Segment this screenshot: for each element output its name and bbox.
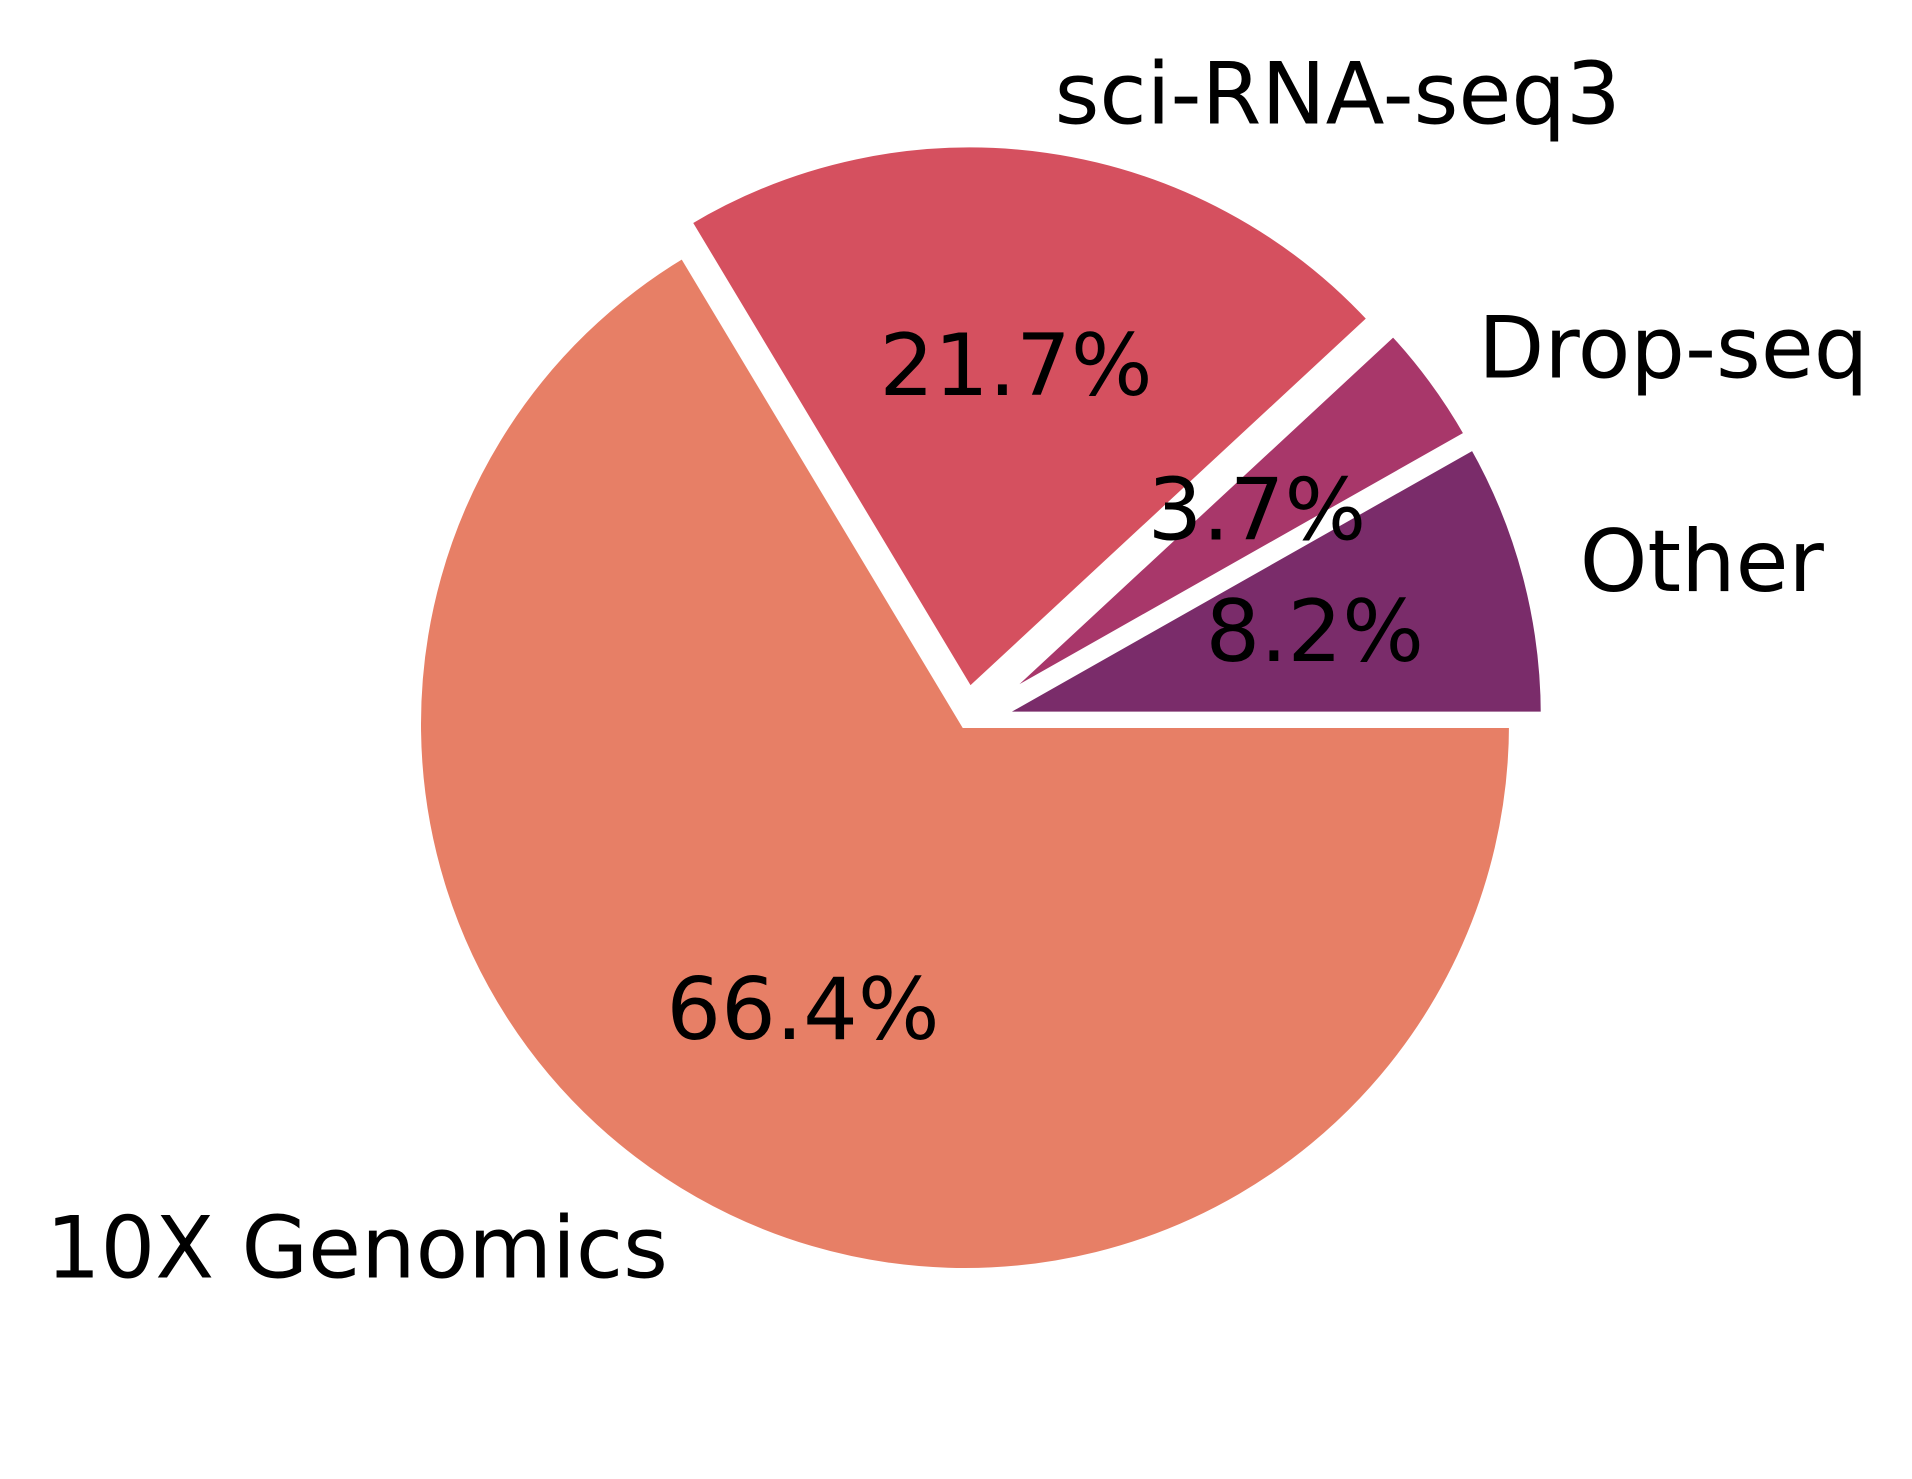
pie-category-label: sci-RNA-seq3 — [1055, 45, 1621, 145]
pie-slices — [413, 139, 1549, 1276]
pie-category-label: 10X Genomics — [46, 1199, 668, 1299]
pie-slice-other — [981, 440, 1549, 720]
pie-category-label: Drop-seq — [1478, 299, 1868, 399]
pie-slice-sci-rna-seq3 — [682, 139, 1378, 698]
pie-labels: 66.4% 10X Genomics 21.7% sci-RNA-seq3 3.7% Dr… — [46, 45, 1868, 1299]
pie-pct-label: 66.4% — [666, 960, 939, 1060]
pie-pct-label: 8.2% — [1205, 582, 1424, 682]
pie-slice-10x-genomics — [413, 248, 1518, 1276]
pie-slice-drop-seq — [988, 326, 1474, 709]
pie-pct-label: 3.7% — [1148, 460, 1367, 560]
pie-category-label: Other — [1580, 512, 1825, 612]
pie-pct-label: 21.7% — [879, 316, 1152, 416]
